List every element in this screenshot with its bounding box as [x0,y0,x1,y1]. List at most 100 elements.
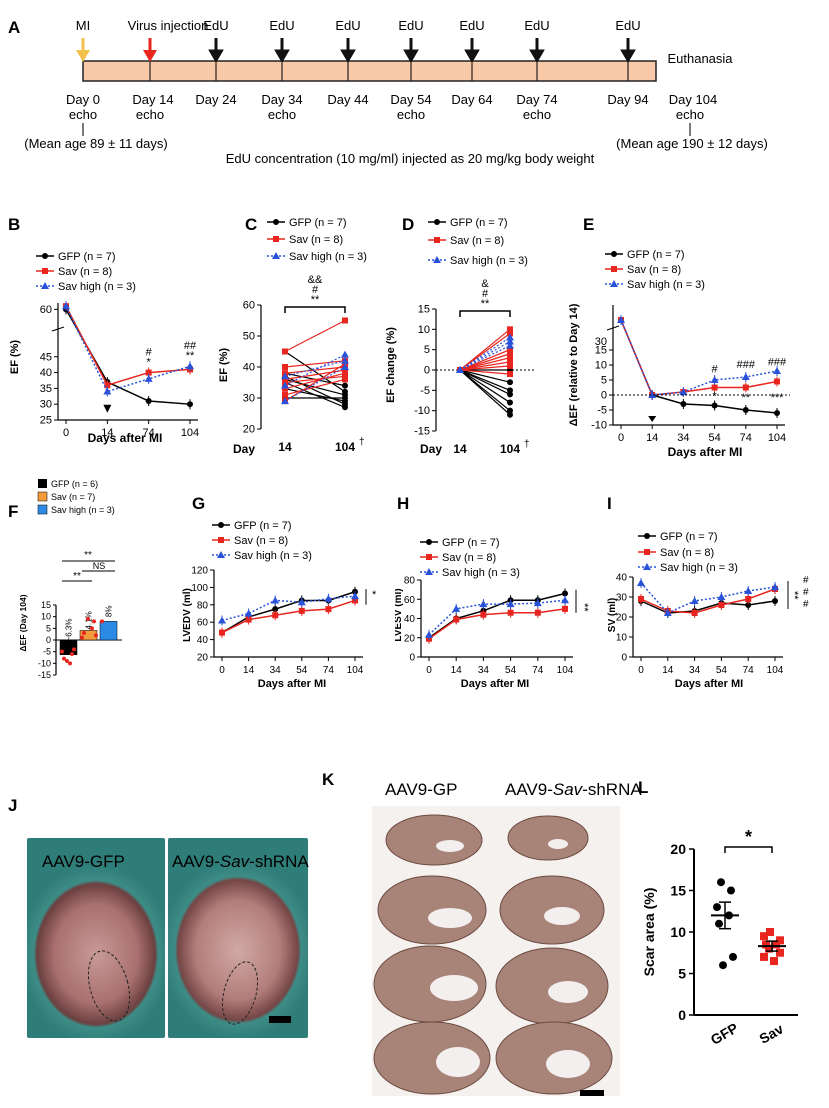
data-point [718,602,725,608]
data-point [342,373,348,380]
timeline-panel: A MI Virus injection EdU EdU EdU EdU EdU… [8,18,768,166]
data-point [729,952,737,961]
legend-sav: Sav (n = 8) [58,266,112,278]
virus-arrow-icon [143,38,157,62]
data-point [742,407,749,413]
day-label-d: Day [420,442,442,456]
data-point [341,363,349,370]
y-tick-label: 5 [424,344,430,356]
significance-mark: ** [788,591,800,600]
significance-mark: # [803,599,809,610]
data-point [281,397,289,405]
label-aav9-gp: AAV9-GP [385,780,458,799]
x-tick-label: 54 [716,665,728,676]
data-point [762,940,770,949]
data-point [325,606,332,613]
data-point [342,367,348,374]
paired-line [459,369,511,375]
data-point [710,376,719,383]
y-tick-label: 20 [243,424,255,436]
legend-gfp: GFP (n = 7) [627,249,685,261]
x-tick-label: 74 [743,665,755,676]
chart-g-plot: 20 40 60 80 100 120 0 14 34 54 74 104 * [191,566,377,677]
data-point [774,378,780,385]
y-tick-label: 80 [197,600,209,611]
chart-panel-g: G GFP (n = 7) Sav (n = 8) Sav high (n = … [182,494,377,690]
x-tick-label: 104 [347,665,364,676]
data-point [648,391,657,398]
euthanasia-label: Euthanasia [667,51,733,66]
data-point [219,629,225,636]
paired-line [459,353,511,371]
xlabel-b: Days after MI [88,431,163,445]
paired-line [459,369,511,391]
data-point [351,592,359,600]
paired-line [459,332,511,371]
legend-sav: Sav (n = 8) [660,547,714,559]
x-tick-label: 14 [662,665,674,676]
data-point [533,599,542,607]
chart-panel-f: F GFP (n = 6) Sav (n = 7) Sav high (n = … [8,479,122,680]
chart-b-plot: 25 30 35 40 45 60 0 14 74 104 #* ##** [40,301,199,439]
x-tick-label: 104 [767,665,784,676]
y-tick-label: 0 [409,653,415,664]
data-point [342,317,348,324]
significance-mark: ** [481,298,490,310]
data-point [244,609,253,617]
x-tick-label: Sav [756,1020,786,1046]
legend-sav: Sav (n = 8) [627,264,681,276]
y-tick-label: 5 [601,375,607,387]
y-tick-label: -15 [414,426,430,438]
data-point [507,387,513,394]
paired-line [459,349,511,371]
data-point [479,600,488,608]
paired-line [284,363,346,402]
paired-line [459,345,511,371]
significance-mark: * [372,589,377,601]
x-tick-label: 34 [677,432,689,444]
y-tick-label: 20 [404,633,416,644]
timeline-bar [82,60,657,82]
ylabel-l: Scar area (%) [641,888,657,977]
panel-label-l: L [638,778,648,797]
panel-label-c: C [245,215,257,234]
significance-mark: # [312,284,319,296]
x-tick-label: 54 [296,665,308,676]
label-k-sav-shrna: AAV9-Sav-shRNA [505,780,642,799]
chart-panel-b: B GFP (n = 7) Sav (n = 8) Sav high (n = … [8,215,199,445]
chart-h-plot: 0 20 40 60 80 0 14 34 54 74 104 ** [404,576,590,677]
data-point [282,385,288,392]
legend-sav-high: Sav high (n = 3) [442,567,520,579]
day-label: Day 74 [516,92,557,107]
data-point [507,326,513,333]
y-tick-label: 5 [46,623,51,633]
echo-label: echo [397,107,425,122]
day-label: Day 64 [451,92,492,107]
data-point [776,936,784,945]
data-point [760,932,768,941]
significance-mark: # [803,587,809,598]
data-point [715,919,723,928]
y-tick-label: 20 [670,841,686,857]
data-point [90,626,94,631]
series-line [620,319,778,396]
x-tick-label: 0 [638,665,644,676]
x-tick-label: 14 [453,442,467,456]
significance-mark: && [308,274,323,286]
day-label: Day 44 [327,92,368,107]
x-tick-label: 54 [505,665,517,676]
data-point [711,384,718,391]
significance-bracket [459,310,511,317]
y-tick-label: -5 [597,405,607,417]
label-aav9-sav-shrna: AAV9-Sav-shRNA [172,852,309,871]
edu-label: EdU [203,18,228,33]
chart-panel-d: D GFP (n = 7) Sav (n = 8) Sav high (n = … [385,215,534,456]
data-point [760,952,768,961]
ylabel-f: ΔEF (Day 104) [18,594,28,651]
paired-line [284,388,346,402]
data-point [100,619,104,624]
legend-sav-high: Sav high (n = 3) [627,279,705,291]
panel-label-b: B [8,215,20,234]
label-aav9-gfp: AAV9-GFP [42,852,125,871]
